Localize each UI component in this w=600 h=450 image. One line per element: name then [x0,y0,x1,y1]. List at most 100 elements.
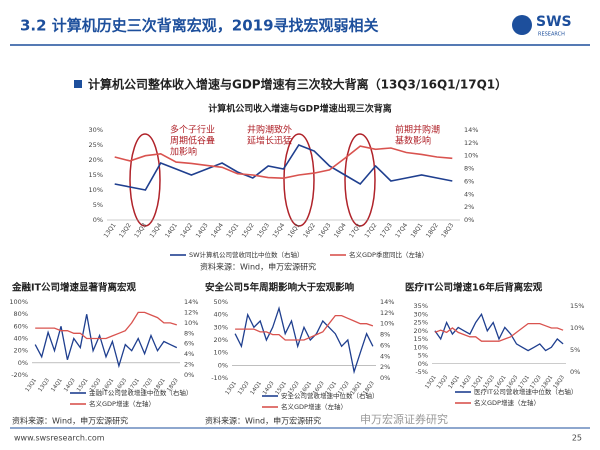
x-tick-label: 14Q3 [262,380,276,396]
annotation: 基数影响 [395,135,431,147]
y2-tick-label: 15% [570,302,584,310]
x-tick-label: 14Q1 [448,375,461,391]
annotation: 延增长迅猛 [247,135,292,147]
x-tick-label: 13Q3 [133,222,148,239]
y2-tick-label: 2% [380,363,390,371]
chart-title: 金融IT公司增速显著背离宏观 [11,282,137,294]
y2-tick-label: 6% [184,340,194,348]
legend-label: 安全公司营收增速中位数（右轴） [281,391,379,400]
x-tick-label: 14Q3 [63,377,77,393]
highlight-ellipse [283,133,315,227]
y2-tick-label: 4% [184,350,194,358]
y-tick-label: 15% [89,171,103,179]
y2-tick-label: 10% [184,319,198,327]
y-tick-label: 20% [214,336,228,344]
footer-url: www.swsresearch.com [14,434,105,443]
x-tick-label: 15Q4 [271,222,286,239]
y2-tick-label: 8% [184,329,194,337]
source: 资料来源：Wind，申万宏源研究 [12,416,128,426]
logo-icon [512,15,532,35]
x-tick-label: 16Q4 [333,222,348,239]
y2-tick-label: 0% [570,368,580,376]
annotation: 加影响 [170,146,197,158]
y2-tick-label: 10% [380,320,394,328]
y2-tick-label: 0% [464,216,474,224]
legend-label: 金融IT公司营收增速中位数（右轴） [89,388,192,397]
x-tick-label: 13Q4 [149,222,164,239]
series-line [434,322,564,342]
y2-tick-label: 4% [380,352,390,360]
y-tick-label: 25% [89,141,103,149]
logo-sub: RESEARCH [538,32,565,38]
y2-tick-label: 6% [380,341,390,349]
y-tick-label: 40% [214,311,228,319]
y-tick-label: 10% [414,343,428,351]
y-tick-label: 0% [18,359,28,367]
series-line [35,311,177,340]
highlight-ellipse [129,133,161,227]
highlight-ellipse [344,133,376,227]
y-tick-label: 50% [214,298,228,306]
x-tick-label: 13Q3 [237,380,251,396]
y2-tick-label: 0% [380,374,390,382]
y-tick-label: 20% [89,156,103,164]
x-tick-label: 18Q1 [409,222,424,239]
y-tick-label: 0% [218,361,228,369]
x-tick-label: 13Q1 [225,381,238,397]
y2-tick-label: 2% [184,361,194,369]
source: 资料来源：Wind，申万宏源研究 [205,416,321,426]
x-tick-label: 15Q1 [225,222,240,239]
x-tick-label: 16Q2 [302,222,317,239]
legend-label: 名义GDP季度同比（左轴） [349,250,428,259]
series-line [34,314,178,369]
y2-tick-label: 12% [380,309,394,317]
y2-tick-label: 14% [380,298,394,306]
watermark: 申万宏源证券研究 [360,412,448,426]
y-tick-label: 30% [214,323,228,331]
slide-title: 3.2 计算机历史三次背离宏观，2019寻找宏观弱相关 [20,17,379,35]
legend-label: 名义GDP增速（左轴） [281,402,347,411]
y2-tick-label: 6% [464,177,474,185]
annotation: 周期低谷叠 [170,135,215,147]
annotation: 前期并购潮 [395,124,440,136]
y2-tick-label: 4% [464,190,474,198]
y2-tick-label: 2% [464,203,474,211]
y-tick-label: 20% [414,327,428,335]
x-tick-label: 15Q2 [241,222,256,239]
y2-tick-label: 14% [184,298,198,306]
y-tick-label: -5% [415,368,428,376]
y-tick-label: 35% [414,302,428,310]
annotation: 多个子行业 [170,124,215,136]
y-tick-label: 0% [93,216,103,224]
x-tick-label: 16Q3 [317,222,332,239]
y2-tick-label: 12% [464,139,478,147]
x-tick-label: 13Q2 [118,222,133,239]
x-tick-label: 14Q4 [210,222,225,239]
y2-tick-label: 8% [380,331,390,339]
chart-title: 医疗IT公司增速16年后背离宏观 [405,282,543,294]
y-tick-label: 60% [14,322,28,330]
series-line [114,145,453,180]
x-tick-label: 14Q1 [250,381,263,397]
chart-title: 计算机公司收入增速与GDP增速出现三次背离 [208,103,391,115]
y2-tick-label: 12% [184,308,198,316]
page-number: 25 [572,434,582,443]
series-line [114,144,453,191]
y-tick-label: 15% [414,335,428,343]
y-tick-label: 0% [418,360,428,368]
y-tick-label: 5% [93,201,103,209]
source: 资料来源：Wind，申万宏源研究 [200,262,316,272]
x-tick-label: 13Q1 [103,222,118,239]
annotation: 井购潮致外 [247,124,292,136]
logo: SWS [536,14,572,30]
y2-tick-label: 14% [464,126,478,134]
series-line [434,312,564,352]
series-line [235,314,374,341]
bullet-square [74,80,82,88]
legend-label: 医疗IT公司营收增速中位数（右轴） [474,387,577,396]
y2-tick-label: 10% [570,324,584,332]
x-tick-label: 17Q3 [379,222,394,239]
x-tick-label: 14Q1 [50,378,63,394]
y-tick-label: 25% [414,319,428,327]
